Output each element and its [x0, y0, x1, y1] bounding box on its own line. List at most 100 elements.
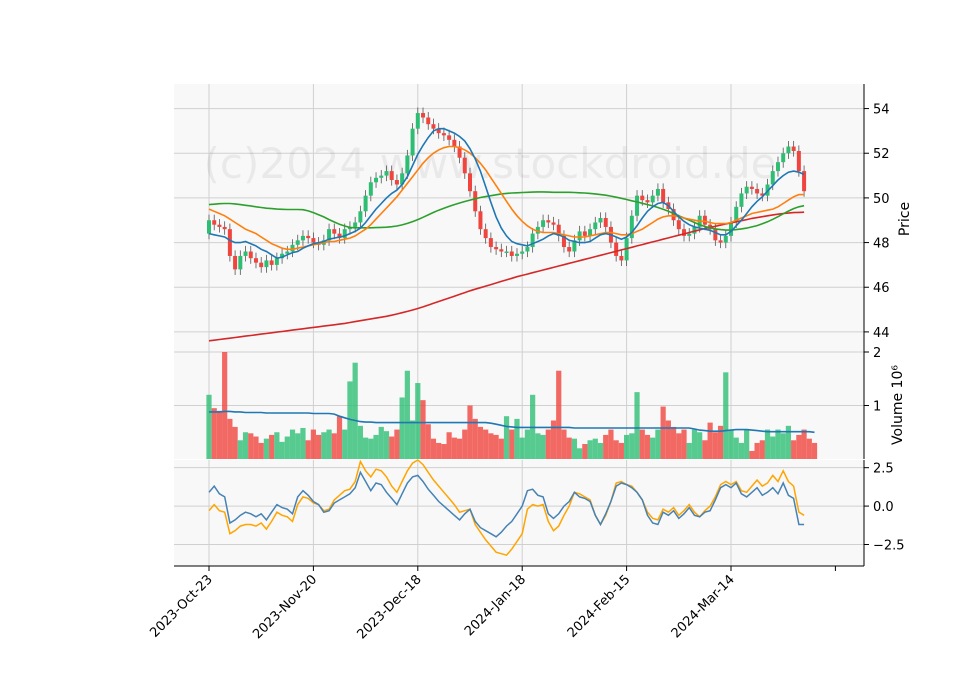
volume-bar — [577, 448, 583, 459]
volume-bar — [634, 392, 640, 459]
volume-bar — [702, 440, 708, 459]
volume-bar — [430, 438, 437, 459]
candle-body — [645, 200, 650, 203]
volume-axis-label: Volume 10⁶ — [890, 365, 906, 445]
volume-bar — [723, 372, 729, 459]
volume-bar — [796, 434, 802, 459]
candle-body — [478, 211, 483, 230]
candle-body — [755, 188, 760, 194]
candle-body — [546, 220, 551, 223]
candle-body — [760, 193, 765, 196]
x-tick-label: 2023-Dec-18 — [355, 572, 425, 642]
candle-body — [452, 139, 457, 147]
volume-bar — [248, 433, 254, 459]
price-tick-label: 50 — [873, 192, 890, 207]
price-tick-label: 52 — [873, 147, 890, 162]
volume-bar — [237, 440, 243, 459]
candle-body — [614, 242, 619, 256]
volume-bar — [310, 429, 316, 459]
volume-bar — [383, 431, 390, 459]
candle-body — [253, 258, 258, 263]
volume-bar — [289, 429, 296, 459]
candle-body — [582, 231, 587, 236]
volume-bar — [211, 408, 217, 459]
candle-body — [734, 206, 739, 223]
volume-bar — [441, 444, 447, 459]
candle-body — [661, 188, 666, 203]
volume-bar — [717, 425, 724, 459]
candle-body — [770, 171, 775, 185]
candle-body — [786, 146, 791, 154]
candle-body — [410, 128, 415, 156]
volume-bar — [618, 442, 624, 459]
volume-bar — [363, 437, 369, 459]
volume-bar — [399, 397, 405, 459]
ma-short-line — [208, 127, 805, 260]
candle-body — [431, 124, 436, 129]
candle-body — [577, 231, 582, 241]
candle-body — [332, 229, 337, 234]
volume-bar — [216, 410, 223, 459]
volume-bar — [446, 432, 452, 459]
candle-body — [342, 229, 347, 239]
price-tick-label: 46 — [873, 281, 890, 296]
volume-bar — [305, 440, 311, 459]
candle-body — [363, 195, 368, 212]
candle-body — [723, 235, 728, 243]
volume-bar — [770, 436, 776, 459]
volume-bar — [467, 405, 473, 459]
volume-bar — [404, 370, 410, 459]
volume-bar — [472, 418, 478, 459]
price-layer — [207, 107, 807, 342]
price-tick-label: 44 — [873, 326, 890, 341]
oscillator-tick-label: 0.0 — [873, 500, 894, 515]
volume-bar — [373, 434, 379, 459]
x-tick-label: 2024-Jan-18 — [462, 572, 529, 639]
volume-bar — [660, 406, 666, 459]
volume-bar — [253, 436, 259, 459]
volume-bar — [613, 440, 619, 459]
volume-bar — [608, 429, 614, 459]
candle-body — [447, 135, 452, 140]
volume-bar — [624, 434, 630, 459]
candle-body — [676, 220, 681, 230]
candle-body — [494, 247, 499, 250]
candle-body — [775, 162, 780, 172]
volume-bar — [785, 425, 792, 459]
oscillator-layer — [208, 459, 805, 557]
candle-body — [227, 229, 232, 256]
candle-body — [379, 175, 384, 178]
volume-bar — [744, 429, 750, 459]
candle-body — [306, 235, 311, 239]
oscillator-tick-label: 2.5 — [873, 462, 894, 477]
price-tick-label: 48 — [873, 237, 890, 252]
candle-body — [796, 151, 801, 172]
volume-bar — [764, 429, 771, 459]
volume-bar — [258, 442, 264, 459]
candle-body — [802, 171, 807, 192]
volume-bar — [582, 444, 588, 459]
candle-body — [280, 253, 285, 259]
candle-body — [285, 251, 290, 254]
volume-bar — [321, 432, 327, 459]
candle-body — [327, 229, 332, 241]
volume-bar — [811, 442, 818, 459]
candle-body — [791, 146, 796, 151]
candle-body — [300, 235, 305, 241]
volume-bar — [514, 418, 520, 459]
candle-body — [504, 251, 509, 253]
ma-long-line — [208, 191, 805, 231]
candle-body — [692, 226, 697, 234]
volume-bar — [389, 436, 395, 459]
volume-bar — [394, 429, 400, 459]
volume-bar — [519, 437, 525, 459]
volume-bar — [524, 429, 531, 459]
candle-body — [593, 222, 598, 230]
volume-tick-label: 2 — [873, 346, 881, 361]
volume-bar — [550, 420, 557, 459]
candle-body — [405, 155, 410, 174]
volume-bar — [592, 438, 598, 459]
volume-bar — [806, 438, 812, 459]
volume-avg-line — [209, 410, 815, 434]
candle-body — [483, 229, 488, 239]
